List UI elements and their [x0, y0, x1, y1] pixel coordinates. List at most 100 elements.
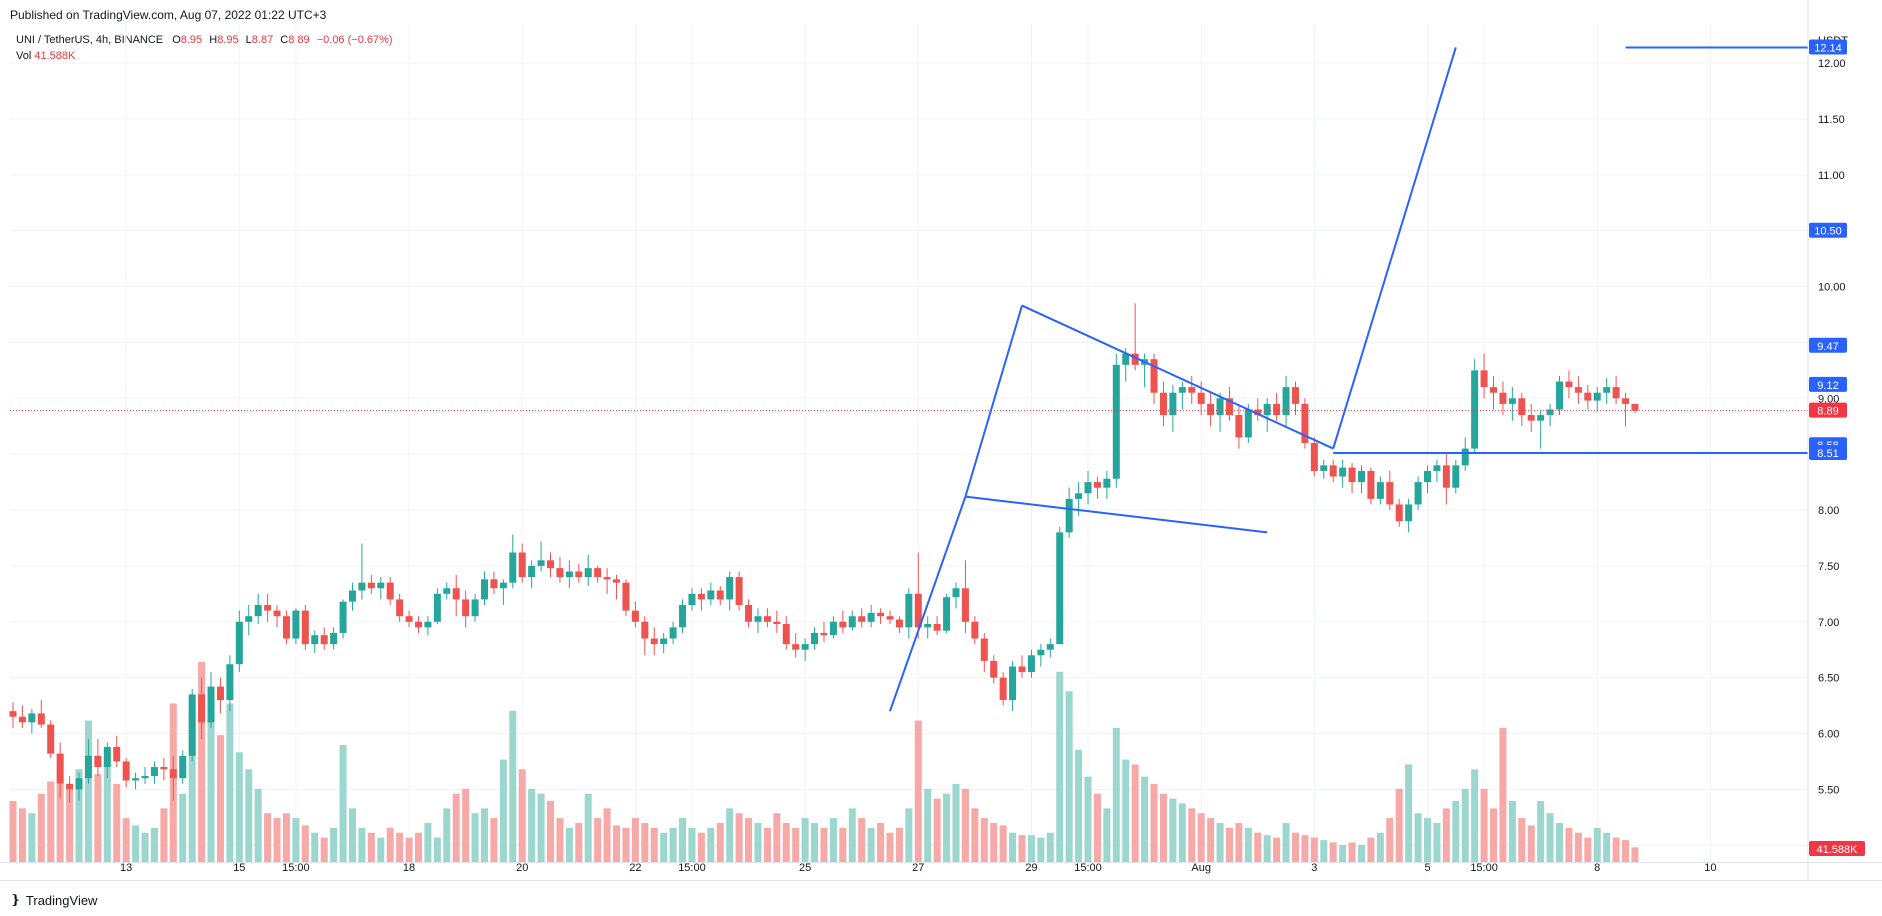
volume-bar	[348, 808, 356, 862]
candle-body	[282, 616, 290, 639]
volume-bar	[1235, 822, 1243, 862]
candle-body	[1405, 504, 1413, 522]
volume-bar	[141, 832, 149, 862]
volume-bar	[1424, 818, 1431, 862]
y-tick-label: 8.00	[1818, 505, 1839, 517]
price-label-bg	[1809, 376, 1847, 392]
price-label-bg	[1809, 445, 1847, 461]
candle-body	[1612, 387, 1620, 399]
y-tick-label: 7.50	[1818, 561, 1839, 573]
volume-bar	[1622, 840, 1630, 862]
candle-body	[584, 568, 592, 578]
volume-bar	[37, 793, 45, 862]
trend-line	[965, 495, 1268, 534]
volume-bar	[763, 827, 771, 862]
candle-body	[1574, 387, 1582, 393]
candle-body	[1037, 649, 1045, 656]
candle-body	[980, 638, 988, 661]
volume-bar	[1395, 788, 1403, 862]
candle-body	[518, 552, 526, 578]
volume-bar	[1527, 825, 1535, 862]
volume-bar	[1357, 844, 1365, 862]
volume-bar	[537, 793, 545, 862]
volume-bar	[575, 822, 583, 862]
volume-bar	[1027, 835, 1035, 862]
volume-bar	[1348, 842, 1356, 862]
candle-body	[311, 635, 319, 645]
price-label-bg	[1809, 841, 1865, 856]
candle-body	[462, 599, 470, 617]
candle-body	[1471, 370, 1479, 449]
candle-body	[1301, 403, 1309, 443]
volume-bar	[613, 825, 621, 862]
candle-body	[745, 605, 753, 622]
tradingview-logo-icon: ❵	[10, 892, 21, 907]
candle-body	[452, 588, 460, 600]
price-axis-label: 9.47	[1809, 337, 1847, 353]
price-axis-label: 41.588K	[1809, 841, 1865, 856]
candle-body	[1075, 493, 1083, 499]
trend-line	[964, 305, 1023, 497]
candle-body	[1593, 392, 1601, 401]
candle-body	[471, 599, 479, 617]
candle-body	[386, 582, 394, 600]
volume-bar	[1225, 827, 1233, 862]
candle-body	[1329, 465, 1337, 477]
volume-bar	[858, 818, 866, 862]
trend-line	[889, 496, 967, 712]
volume-legend: Vol 41.588K	[16, 50, 75, 62]
drawings[interactable]	[889, 46, 1808, 712]
candle-body	[414, 621, 422, 628]
volume-bar	[1574, 832, 1582, 862]
volume-bar	[405, 837, 413, 862]
volume-bar	[433, 837, 441, 862]
volume-bar	[1037, 837, 1045, 862]
volume-bar	[839, 827, 847, 862]
candle-body	[886, 616, 894, 620]
low-label: L	[245, 34, 252, 46]
volume-bar	[1093, 793, 1101, 862]
volume-bar	[1207, 818, 1215, 862]
price-label-text: 9.12	[1817, 380, 1838, 392]
open-value: 8.95	[180, 34, 203, 46]
candle-body	[726, 577, 734, 600]
candle-body	[330, 632, 338, 645]
volume-bar	[1103, 808, 1111, 862]
volume-bar	[18, 808, 26, 862]
high-value: 8.95	[217, 34, 239, 46]
volume-bar	[1216, 822, 1224, 862]
tradingview-brand[interactable]: ❵ TradingView	[10, 892, 97, 908]
candle-body	[669, 627, 677, 639]
candle-body	[820, 632, 828, 636]
volume-bar	[1471, 769, 1479, 862]
grid	[10, 24, 1808, 862]
volume-bar	[877, 822, 885, 862]
volume-bar	[999, 825, 1007, 862]
candle-body	[254, 605, 262, 617]
x-tick-label: 25	[799, 862, 811, 874]
x-tick-label: 20	[516, 862, 528, 874]
y-tick-label: 10.00	[1818, 282, 1846, 294]
volume-bar	[1433, 822, 1441, 862]
volume-bar	[961, 788, 969, 862]
volume-label[interactable]: Vol	[16, 50, 32, 62]
candle-body	[613, 579, 621, 583]
volume-bar	[198, 662, 206, 862]
candle-body	[18, 716, 26, 723]
volume-bar	[1339, 844, 1347, 862]
volume-bar	[1414, 813, 1422, 862]
volume-bar	[820, 827, 828, 862]
volume-bar	[386, 827, 394, 862]
published-note: Published on TradingView.com, Aug 07, 20…	[10, 8, 327, 22]
candle-body	[716, 590, 724, 600]
volume-bar	[1188, 808, 1196, 862]
candle-body	[707, 590, 715, 600]
volume-bar	[1508, 801, 1516, 862]
price-label-text: 8.89	[1817, 406, 1838, 418]
candle-body	[1395, 504, 1403, 522]
candle-body	[1197, 392, 1205, 404]
x-tick-label: 13	[120, 862, 132, 874]
volume-bar	[914, 720, 922, 862]
